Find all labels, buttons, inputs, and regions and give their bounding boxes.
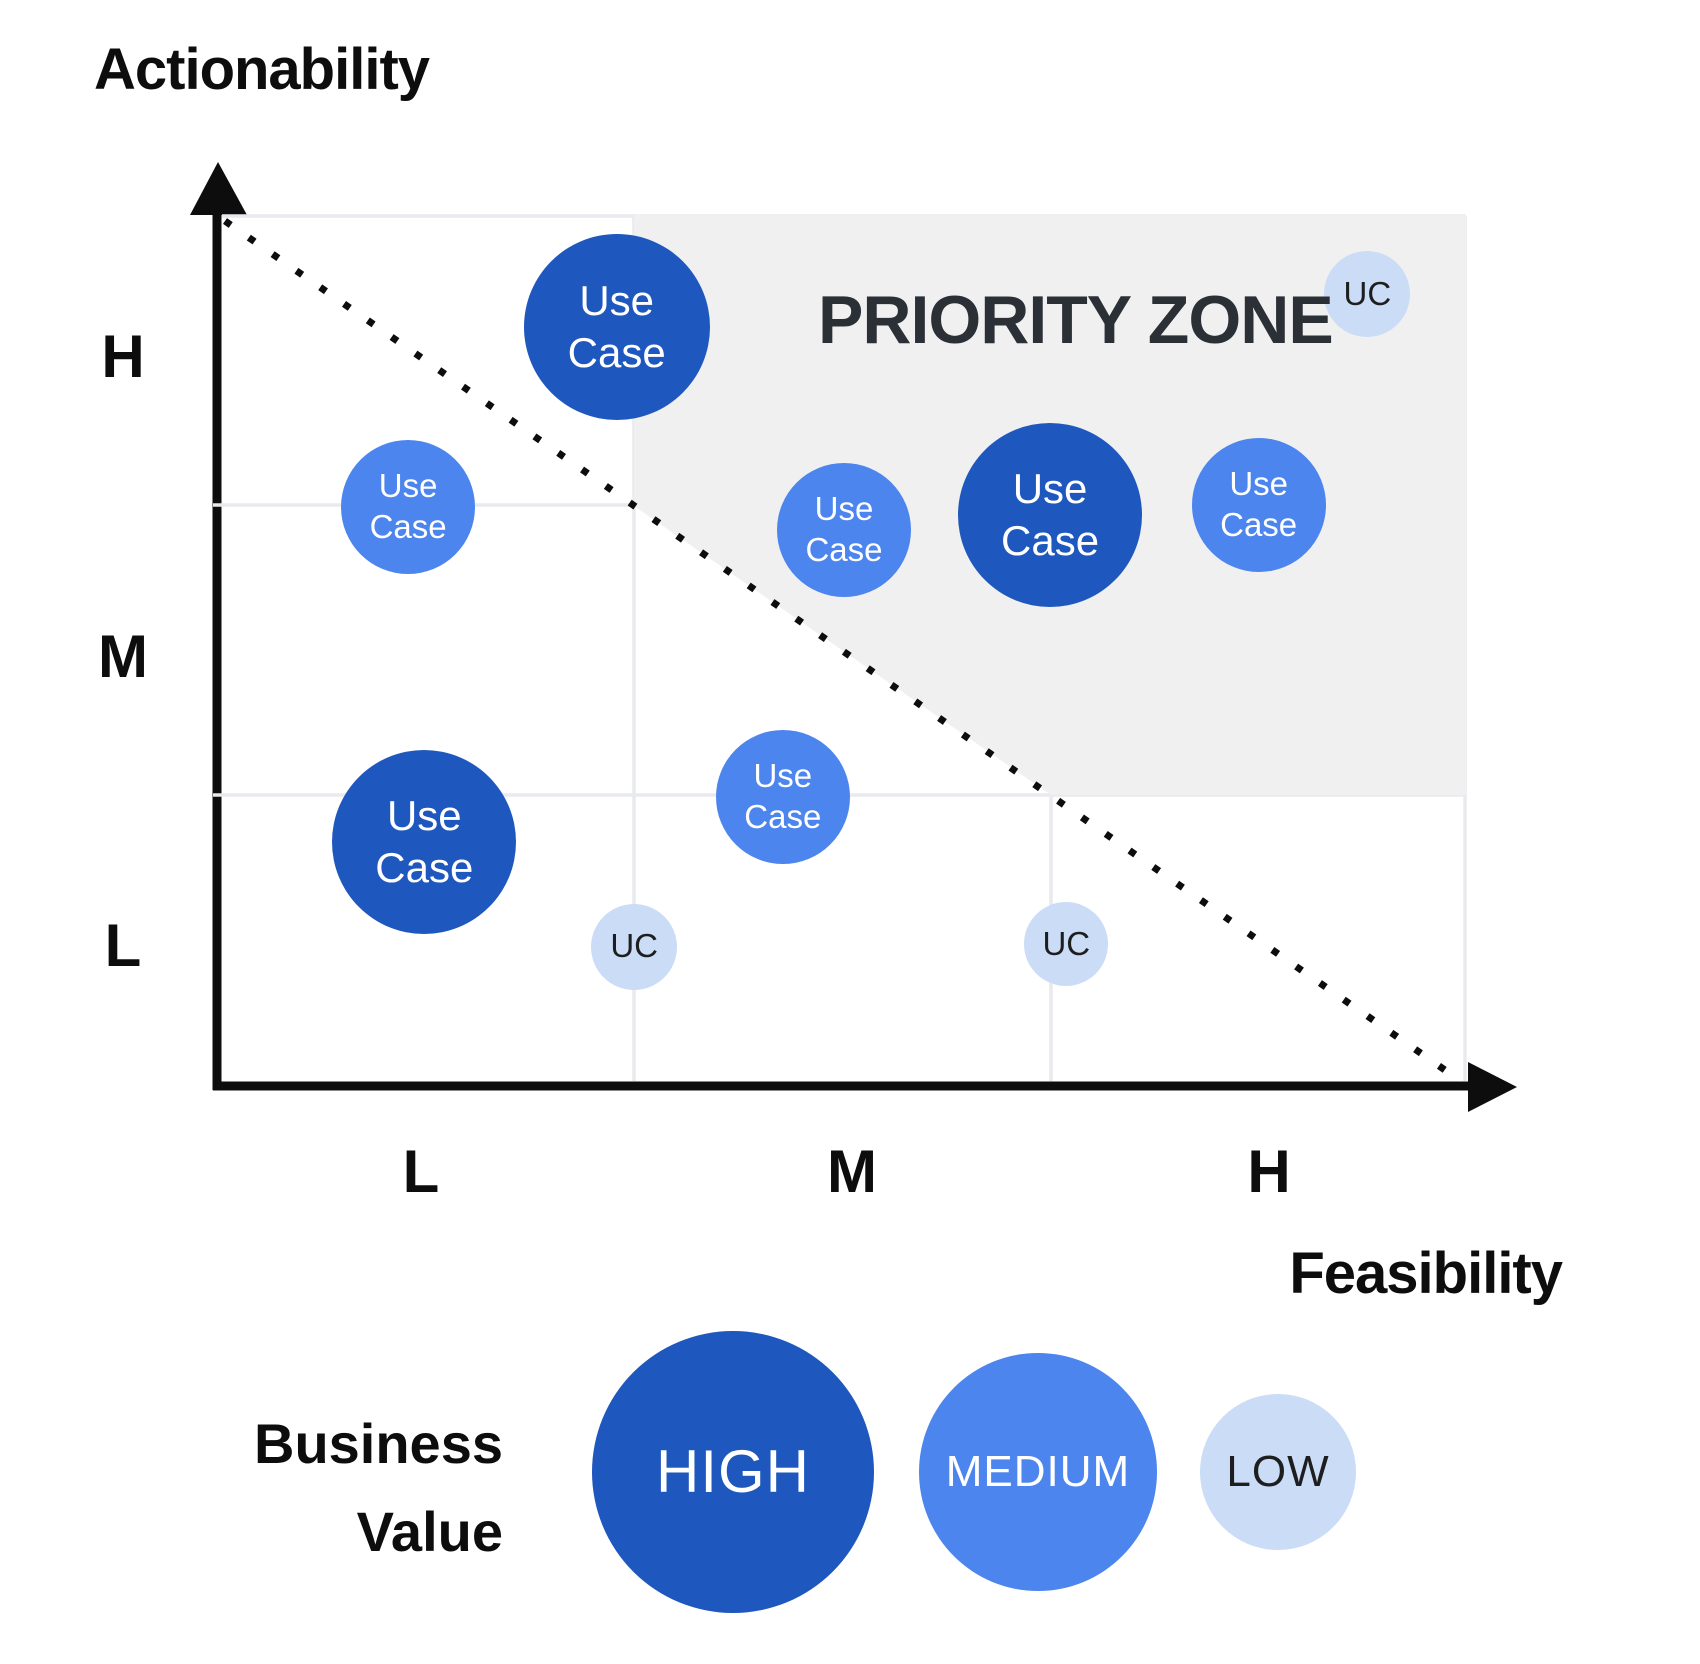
bubble-label-line: Case bbox=[805, 531, 883, 569]
bubble-use-case: Use Case bbox=[332, 750, 517, 935]
legend-bubble-label: MEDIUM bbox=[945, 1446, 1131, 1496]
legend-title-line2: Value bbox=[356, 1500, 503, 1563]
bubble-label-line: UC bbox=[610, 927, 658, 965]
priority-zone-label: PRIORITY ZONE bbox=[818, 282, 1334, 358]
legend-bubble-label: HIGH bbox=[656, 1437, 810, 1505]
bubble-label-line: Case bbox=[1220, 506, 1298, 544]
x-tick-medium: M bbox=[827, 1138, 877, 1205]
x-tick-low: L bbox=[402, 1138, 440, 1205]
x-axis-title: Feasibility bbox=[1289, 1241, 1563, 1306]
bubble-label-line: Case bbox=[1001, 516, 1100, 564]
legend-bubble-low: LOW bbox=[1200, 1394, 1356, 1550]
bubble-label-line: Use bbox=[1229, 465, 1288, 503]
bubble-label-line: UC bbox=[1042, 924, 1091, 962]
legend-title: Business Value bbox=[83, 1400, 503, 1576]
bubble-use-case: Use Case bbox=[523, 234, 710, 421]
bubble-uc: UC bbox=[591, 903, 678, 990]
bubble-label-line: Use bbox=[579, 277, 655, 325]
bubble-label-line: Case bbox=[567, 329, 666, 377]
bubble-label-line: Use bbox=[386, 792, 462, 840]
bubble-label-line: Use bbox=[753, 756, 813, 794]
legend-bubble-label: LOW bbox=[1226, 1446, 1330, 1496]
bubble-label-line: Case bbox=[375, 844, 474, 892]
bubble-use-case: Use Case bbox=[776, 463, 911, 598]
bubble-use-case: Use Case bbox=[958, 422, 1143, 607]
legend-title-line1: Business bbox=[254, 1412, 503, 1475]
bubble-uc: UC bbox=[1024, 902, 1109, 987]
bubble-label-line: Use bbox=[814, 490, 874, 528]
bubble-uc: UC bbox=[1324, 251, 1411, 338]
y-tick-medium: M bbox=[98, 623, 148, 690]
bubble-label-line: Case bbox=[744, 797, 822, 835]
legend-bubble-high: HIGH bbox=[592, 1331, 874, 1613]
bubble-label-line: Use bbox=[1012, 464, 1088, 512]
y-tick-high: H bbox=[101, 323, 145, 390]
bubble-label-line: Use bbox=[378, 466, 438, 504]
y-tick-low: L bbox=[104, 912, 142, 979]
legend-bubble-medium: MEDIUM bbox=[919, 1353, 1157, 1591]
x-tick-high: H bbox=[1247, 1138, 1291, 1205]
bubble-use-case: Use Case bbox=[715, 729, 850, 864]
bubble-use-case: Use Case bbox=[1191, 438, 1326, 573]
bubble-label-line: UC bbox=[1343, 274, 1392, 312]
y-axis-title: Actionability bbox=[94, 37, 430, 102]
bubble-label-line: Case bbox=[369, 507, 447, 545]
bubble-use-case: Use Case bbox=[341, 439, 476, 574]
